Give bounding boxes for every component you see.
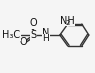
Text: N: N: [42, 28, 49, 38]
Text: H: H: [42, 34, 49, 43]
Text: H₃C: H₃C: [2, 30, 20, 40]
Text: O: O: [30, 18, 37, 28]
Text: NH: NH: [60, 16, 75, 26]
Text: S: S: [30, 30, 36, 40]
Text: O: O: [19, 37, 27, 47]
Text: 2: 2: [66, 20, 70, 26]
